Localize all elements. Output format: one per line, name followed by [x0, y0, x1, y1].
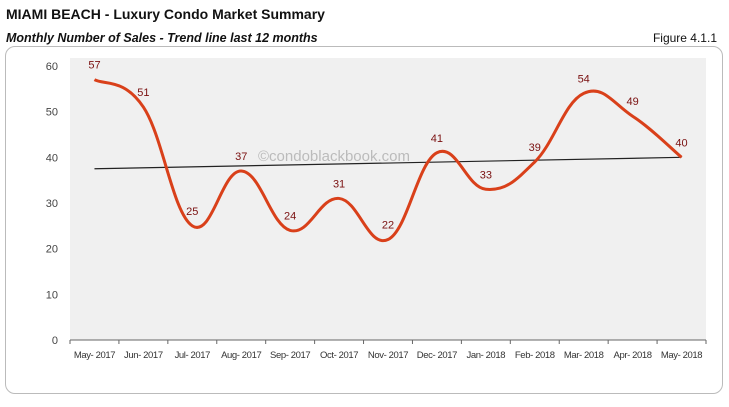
y-tick-label: 10 — [46, 289, 58, 301]
y-tick-label: 30 — [46, 198, 58, 210]
chart-frame — [5, 46, 723, 394]
data-label: 41 — [431, 133, 443, 145]
x-tick-label: Jun- 2017 — [124, 350, 163, 361]
x-tick-label: Jul- 2017 — [175, 350, 211, 361]
trend-line — [94, 156, 682, 170]
watermark: ©condoblackbook.com — [258, 148, 410, 165]
data-label: 37 — [235, 151, 247, 163]
x-tick-label: Dec- 2017 — [417, 350, 457, 361]
y-tick-label: 60 — [46, 61, 58, 73]
data-label: 31 — [333, 178, 345, 190]
y-tick-label: 20 — [46, 244, 58, 256]
data-label: 25 — [186, 206, 198, 218]
x-tick-label: Aug- 2017 — [221, 350, 261, 361]
x-tick-label: Nov- 2017 — [368, 350, 408, 361]
report-title: MIAMI BEACH - Luxury Condo Market Summar… — [6, 6, 325, 22]
x-tick-label: May- 2017 — [74, 350, 115, 361]
sales-line — [93, 78, 683, 243]
data-label: 40 — [675, 137, 687, 149]
x-tick-label: May- 2018 — [661, 350, 702, 361]
data-label: 51 — [137, 87, 149, 99]
data-label: 22 — [382, 220, 394, 232]
y-tick-label: 50 — [46, 107, 58, 119]
x-tick-label: Mar- 2018 — [564, 350, 604, 361]
x-tick-label: Jan- 2018 — [467, 350, 506, 361]
data-label: 39 — [529, 142, 541, 154]
figure-number: Figure 4.1.1 — [652, 31, 717, 45]
x-tick-label: Sep- 2017 — [270, 350, 310, 361]
data-label: 33 — [480, 169, 492, 181]
data-label: 57 — [88, 60, 100, 72]
x-tick-label: Feb- 2018 — [515, 350, 555, 361]
x-tick-label: Apr- 2018 — [614, 350, 652, 361]
data-label: 49 — [626, 96, 638, 108]
chart-subtitle: Monthly Number of Sales - Trend line las… — [6, 31, 318, 45]
data-label: 54 — [578, 73, 590, 85]
x-tick-label: Oct- 2017 — [320, 350, 358, 361]
y-tick-label: 40 — [46, 152, 58, 164]
y-tick-label: 0 — [52, 335, 58, 347]
data-label: 24 — [284, 210, 296, 222]
